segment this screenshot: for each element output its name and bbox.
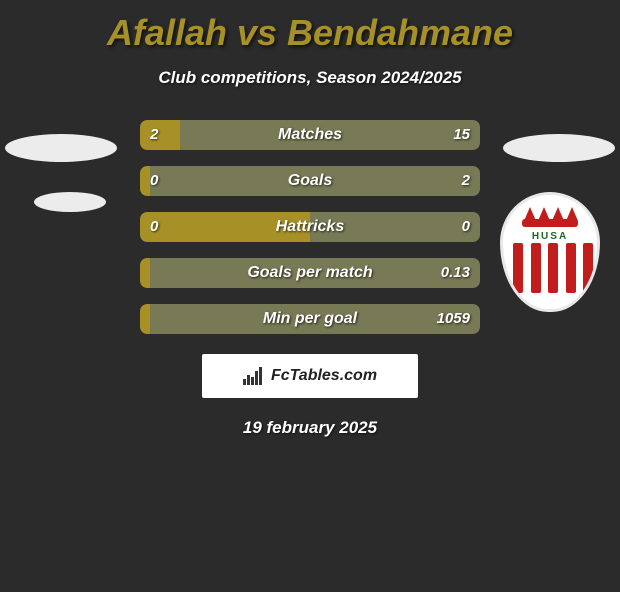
player-left-avatar (5, 134, 117, 162)
stat-row: 1059Min per goal (140, 304, 480, 334)
club-right-badge-text: HUSA (503, 231, 597, 242)
stat-row: 02Goals (140, 166, 480, 196)
page-subtitle: Club competitions, Season 2024/2025 (0, 68, 620, 88)
stat-label: Hattricks (140, 212, 480, 242)
date-text: 19 february 2025 (0, 418, 620, 438)
club-left-badge (34, 192, 106, 212)
stat-label: Min per goal (140, 304, 480, 334)
page-title: Afallah vs Bendahmane (0, 12, 620, 54)
stat-row: 00Hattricks (140, 212, 480, 242)
branding-badge: FcTables.com (202, 354, 418, 398)
club-right-badge: HUSA (500, 192, 600, 312)
bars-icon (243, 367, 265, 385)
player-right-avatar (503, 134, 615, 162)
branding-text: FcTables.com (271, 367, 377, 385)
stat-label: Goals (140, 166, 480, 196)
stat-label: Goals per match (140, 258, 480, 288)
stat-row: 0.13Goals per match (140, 258, 480, 288)
stat-label: Matches (140, 120, 480, 150)
stat-row: 215Matches (140, 120, 480, 150)
